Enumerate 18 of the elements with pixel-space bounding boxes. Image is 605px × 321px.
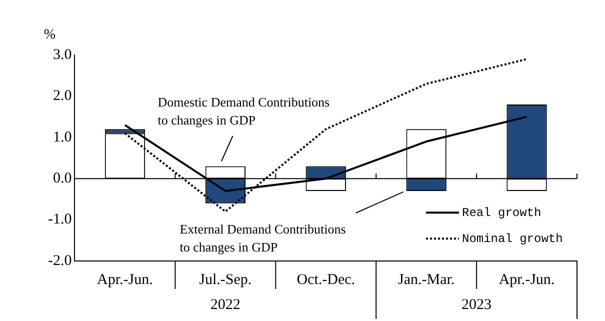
y-tick-label: 0.0 (52, 170, 72, 187)
y-tick-label: 3.0 (52, 46, 72, 63)
text: 2022 (210, 296, 240, 313)
text: 2023 (462, 296, 492, 313)
text: External Demand Contributions to changes in GDP (180, 221, 346, 254)
y-tick-label: 1.0 (52, 129, 72, 146)
x-tick-label: Jul.-Sep. (199, 272, 252, 288)
y-tick-label: 2.0 (52, 88, 72, 104)
legend-label: Nominal growth (462, 232, 563, 246)
x-tick-label: Apr.-Jun. (498, 272, 555, 288)
y-tick-label: -2.0 (48, 252, 72, 269)
series-label: Domestic Demand Contributions to changes in GDP (158, 94, 330, 128)
legend-label: Real growth (462, 206, 542, 220)
y-tick-label: -1.0 (48, 212, 72, 228)
x-tick-label: Oct.-Dec. (296, 272, 356, 288)
y-axis-title: % (44, 28, 56, 43)
x-tick-label: Apr.-Jun. (97, 272, 153, 288)
x-tick-label: Jan.-Mar. (398, 272, 455, 288)
